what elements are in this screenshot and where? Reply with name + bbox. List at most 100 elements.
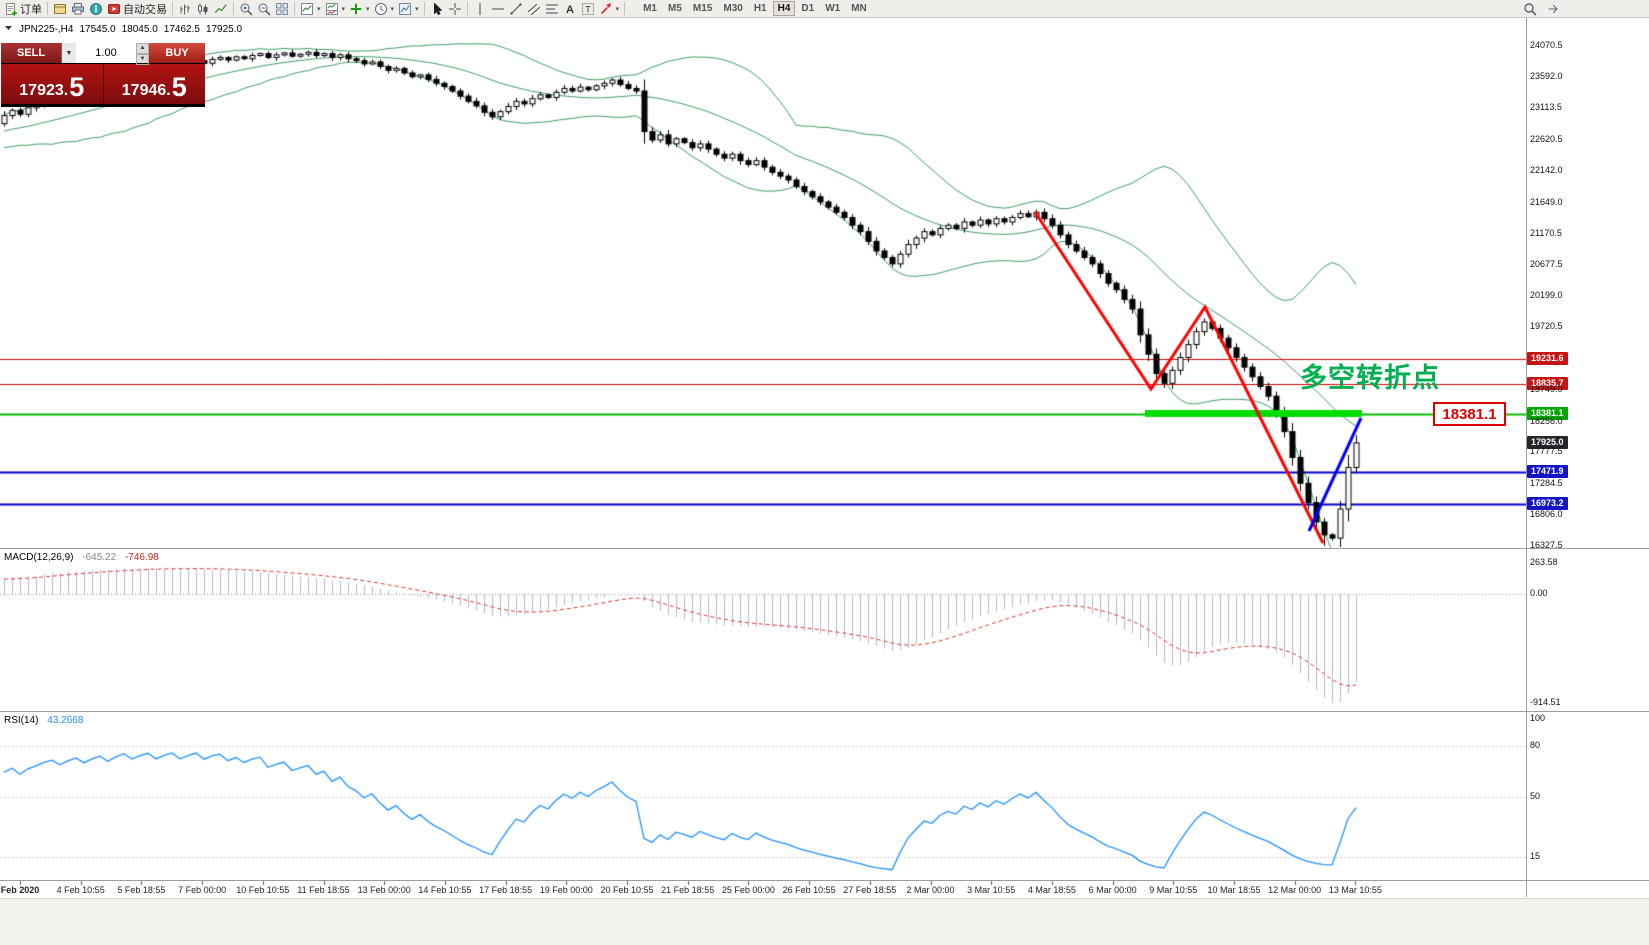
- toolbar-button-label: 订单: [20, 3, 42, 16]
- price-line-badge: 16973.2: [1527, 497, 1568, 511]
- chart-window-button[interactable]: [51, 1, 69, 17]
- candlestick-button[interactable]: [194, 1, 212, 17]
- macd-axis-label: 263.58: [1530, 556, 1558, 567]
- level-price-flag[interactable]: 18381.1: [1433, 402, 1506, 426]
- chevron-down-icon: ▾: [366, 5, 370, 13]
- volume-spinner: ▲ ▼: [136, 43, 149, 65]
- time-axis-label: 12 Mar 00:00: [1268, 885, 1322, 895]
- toolbar-separator: [294, 2, 295, 15]
- toolbar-separator: [624, 2, 626, 15]
- periods-button[interactable]: ▾: [372, 1, 397, 17]
- timeframe-mn-button[interactable]: MN: [851, 3, 867, 14]
- time-axis-label: 27 Feb 18:55: [843, 885, 897, 895]
- time-axis-label: 26 Feb 10:55: [782, 885, 836, 895]
- pivot-point-annotation[interactable]: 多空转折点: [1300, 363, 1440, 393]
- info-icon: [89, 2, 103, 16]
- timeframe-m5-button[interactable]: M5: [668, 3, 682, 14]
- autotrading-icon: [107, 2, 121, 16]
- price-line-badge: 18835.7: [1527, 377, 1568, 391]
- time-axis-label: 20 Feb 10:55: [600, 885, 654, 895]
- channel-icon: [527, 2, 541, 16]
- chevron-down-icon: ▾: [615, 5, 620, 13]
- text-a-icon: A: [563, 2, 577, 16]
- rsi-axis-label: 15: [1530, 850, 1541, 861]
- time-axis-label: 21 Feb 18:55: [661, 885, 715, 895]
- volume-down-button[interactable]: ▼: [136, 54, 149, 65]
- chevron-down-icon: ▾: [341, 5, 346, 13]
- timeframe-m1-button[interactable]: M1: [643, 3, 657, 14]
- price-main-digits: 17946.: [121, 82, 171, 99]
- timeframe-w1-button[interactable]: W1: [825, 3, 841, 14]
- rsi-label: RSI(14) 43.2668: [4, 715, 83, 726]
- info-button[interactable]: [87, 1, 105, 17]
- trendline-button[interactable]: [507, 1, 525, 17]
- channel-button[interactable]: [525, 1, 543, 17]
- line-chart-button[interactable]: [212, 1, 230, 17]
- time-axis-label: 14 Feb 10:55: [418, 885, 472, 895]
- zoom-in-icon: [239, 2, 253, 16]
- indicator-windows-button[interactable]: ▾: [323, 1, 348, 17]
- cursor-button[interactable]: [428, 1, 446, 17]
- crosshair-icon: [448, 2, 462, 16]
- horizontal-line-button[interactable]: [489, 1, 507, 17]
- price-axis[interactable]: [1526, 18, 1649, 897]
- candles-icon: [196, 2, 210, 16]
- toolbar-separator: [466, 2, 468, 15]
- autotrading-button[interactable]: 自动交易: [105, 1, 169, 17]
- main-macd-separator[interactable]: [0, 548, 1649, 549]
- bar-chart-button[interactable]: [176, 1, 194, 17]
- tile-windows-button[interactable]: [273, 1, 291, 17]
- zoom-out-button[interactable]: [255, 1, 273, 17]
- add-object-button[interactable]: ▾: [347, 1, 372, 17]
- price-main-digits: 17923.: [19, 82, 69, 99]
- price-axis-label: 23592.0: [1530, 71, 1563, 82]
- timeframe-h1-button[interactable]: H1: [753, 3, 767, 14]
- shift-chart-button[interactable]: [1545, 1, 1563, 17]
- status-strip: [0, 898, 1649, 945]
- rsi-title: RSI(14): [4, 715, 39, 726]
- zoom-in-button[interactable]: [237, 1, 255, 17]
- buy-button[interactable]: BUY: [149, 43, 205, 63]
- chevron-down-icon: ▾: [415, 5, 419, 13]
- fibonacci-button[interactable]: [543, 1, 561, 17]
- arrows-button[interactable]: ▾: [597, 1, 622, 17]
- volume-up-button[interactable]: ▲: [136, 43, 149, 54]
- macd-axis-label: -914.51: [1530, 696, 1561, 707]
- symbol-name: JPN225-,H4: [19, 23, 74, 35]
- vertical-line-button[interactable]: [471, 1, 489, 17]
- print-button[interactable]: [69, 1, 87, 17]
- ohlc-close: 17925.0: [205, 23, 243, 35]
- time-axis-label: 13 Mar 10:55: [1328, 885, 1382, 895]
- time-axis-label: 10 Mar 18:55: [1207, 885, 1261, 895]
- cursor-icon: [430, 2, 444, 16]
- crosshair-button[interactable]: [446, 1, 464, 17]
- price-axis-label: 18256.0: [1530, 415, 1563, 426]
- indicators-button[interactable]: ▾: [298, 1, 323, 17]
- time-axis-label: 7 Feb 00:00: [178, 885, 227, 895]
- volume-input[interactable]: [76, 43, 136, 63]
- toolbar: 订单 自动交易 ▾ ▾ ▾ ▾ ▾ A T ▾ M1 M5 M15 M30 H1 H4 D1 W1 MN: [0, 0, 1649, 18]
- volume-dropdown[interactable]: ▼: [61, 43, 76, 63]
- macd-rsi-separator[interactable]: [0, 711, 1649, 712]
- new-order-button[interactable]: 订单: [2, 1, 44, 17]
- text-button[interactable]: A: [561, 1, 579, 17]
- time-axis-label: 11 Feb 18:55: [297, 885, 350, 895]
- label-button[interactable]: T: [579, 1, 597, 17]
- search-button[interactable]: [1521, 1, 1539, 17]
- sell-button[interactable]: SELL: [1, 43, 61, 63]
- timeframe-m30-button[interactable]: M30: [723, 3, 743, 14]
- time-axis-label: 13 Feb 00:00: [357, 885, 411, 895]
- chart-ind2-icon: [325, 2, 339, 16]
- arrow-icon: [599, 2, 613, 16]
- templates-button[interactable]: ▾: [396, 1, 421, 17]
- timeframe-m15-button[interactable]: M15: [692, 3, 713, 14]
- price-big-digit: 5: [171, 72, 187, 103]
- time-axis-label: 3 Mar 10:55: [967, 885, 1016, 895]
- window-icon: [53, 2, 67, 16]
- zoom-out-icon: [257, 2, 271, 16]
- timeframe-d1-button[interactable]: D1: [801, 3, 815, 14]
- chevron-down-icon: ▼: [65, 49, 73, 57]
- ohlc-high: 18045.0: [121, 23, 158, 35]
- timeframe-h4-button[interactable]: H4: [772, 1, 796, 16]
